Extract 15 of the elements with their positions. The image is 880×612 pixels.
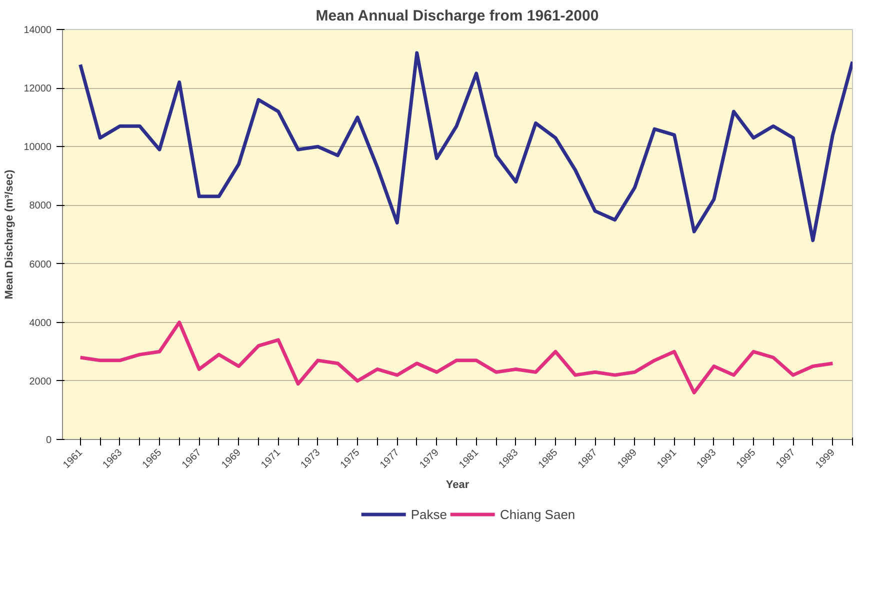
- line-series: [78, 320, 834, 394]
- y-axis-title: Mean Discharge (m³/sec): [4, 169, 16, 300]
- y-tick-label: 6000: [29, 259, 52, 270]
- y-tick-label: 2000: [29, 376, 52, 388]
- y-tick-label: 0: [46, 435, 52, 446]
- y-tick-label: 4000: [29, 318, 52, 329]
- y-tick-label: 12000: [24, 84, 52, 95]
- legend-label: Chiang Saen: [500, 506, 576, 522]
- y-tick-label: 10000: [24, 142, 52, 154]
- chart-title: Mean Annual Discharge from 1961-2000: [316, 8, 599, 24]
- y-tick-label: 14000: [24, 25, 52, 36]
- x-axis-title: Year: [446, 479, 470, 492]
- y-tick-label: 8000: [29, 200, 52, 212]
- legend-label: Pakse: [410, 506, 447, 522]
- line-series: [78, 51, 852, 242]
